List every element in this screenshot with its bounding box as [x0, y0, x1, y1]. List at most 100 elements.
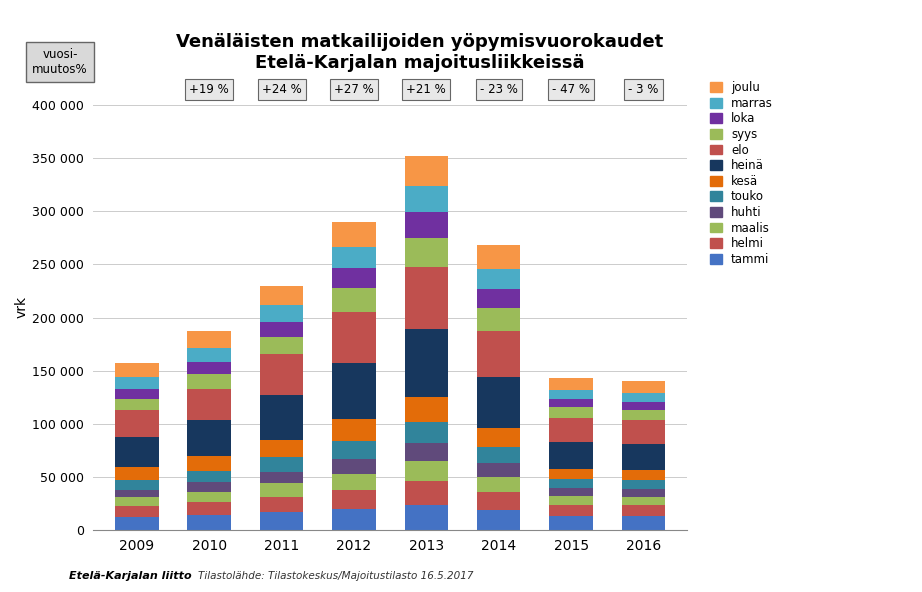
Bar — [332, 363, 375, 419]
Bar — [405, 156, 448, 186]
Bar — [187, 420, 230, 456]
Bar — [260, 440, 303, 457]
Bar — [477, 331, 520, 377]
Bar — [405, 461, 448, 481]
Bar — [405, 422, 448, 443]
Text: +27 %: +27 % — [334, 83, 373, 96]
Bar — [477, 246, 520, 269]
Bar — [621, 489, 665, 497]
Bar — [115, 467, 159, 480]
Bar — [115, 437, 159, 467]
Bar — [115, 517, 159, 530]
Text: +19 %: +19 % — [189, 83, 229, 96]
Bar — [405, 212, 448, 238]
Bar — [550, 398, 593, 407]
Bar — [477, 289, 520, 308]
Bar — [621, 497, 665, 506]
Bar — [260, 337, 303, 355]
Text: - 23 %: - 23 % — [479, 83, 517, 96]
Y-axis label: vrk: vrk — [15, 296, 29, 318]
Title: Venäläisten matkailijoiden yöpymisvuorokaudet
Etelä-Karjalan majoitusliikkeissä: Venäläisten matkailijoiden yöpymisvuorok… — [176, 33, 664, 72]
Bar — [260, 305, 303, 321]
Bar — [621, 506, 665, 516]
Bar — [477, 477, 520, 493]
Bar — [405, 481, 448, 504]
Bar — [187, 456, 230, 471]
Bar — [115, 490, 159, 497]
Bar — [405, 267, 448, 329]
Bar — [477, 510, 520, 530]
Bar — [115, 497, 159, 506]
Bar — [477, 447, 520, 464]
Bar — [621, 410, 665, 420]
Bar — [115, 480, 159, 490]
Bar — [187, 492, 230, 503]
Bar — [187, 374, 230, 389]
Bar — [260, 355, 303, 395]
Bar — [187, 503, 230, 515]
Bar — [260, 395, 303, 440]
Bar — [550, 390, 593, 398]
Bar — [332, 247, 375, 268]
Bar — [260, 497, 303, 512]
Legend: joulu, marras, loka, syys, elo, heinä, kesä, touko, huhti, maalis, helmi, tammi: joulu, marras, loka, syys, elo, heinä, k… — [710, 81, 773, 266]
Bar — [260, 286, 303, 305]
Bar — [187, 389, 230, 420]
Text: - 3 %: - 3 % — [628, 83, 658, 96]
Bar — [477, 308, 520, 331]
Bar — [260, 321, 303, 337]
Bar — [621, 516, 665, 530]
Bar — [550, 505, 593, 516]
Bar — [115, 377, 159, 389]
Bar — [550, 488, 593, 496]
Bar — [115, 389, 159, 398]
Bar — [332, 474, 375, 490]
Bar — [477, 464, 520, 477]
Text: +24 %: +24 % — [262, 83, 301, 96]
Bar — [621, 381, 665, 392]
Bar — [260, 457, 303, 471]
Bar — [550, 442, 593, 468]
Text: Tilastolähde: Tilastokeskus/Majoitustilasto 16.5.2017: Tilastolähde: Tilastokeskus/Majoitustila… — [198, 571, 474, 581]
Bar — [477, 428, 520, 447]
Bar — [621, 392, 665, 401]
Bar — [550, 407, 593, 419]
Bar — [405, 238, 448, 267]
Bar — [550, 480, 593, 488]
Text: vuosi-
muutos%: vuosi- muutos% — [32, 48, 88, 76]
Bar — [405, 504, 448, 530]
Bar — [405, 397, 448, 422]
Bar — [550, 378, 593, 390]
Bar — [477, 377, 520, 428]
Text: - 47 %: - 47 % — [552, 83, 590, 96]
Bar — [187, 471, 230, 482]
Bar — [115, 506, 159, 517]
Bar — [550, 468, 593, 480]
Text: Etelä-Karjalan liitto: Etelä-Karjalan liitto — [69, 571, 192, 581]
Bar — [477, 493, 520, 510]
Bar — [187, 515, 230, 530]
Bar — [187, 362, 230, 374]
Bar — [621, 443, 665, 470]
Bar — [115, 410, 159, 437]
Bar — [405, 329, 448, 397]
Bar — [477, 269, 520, 289]
Bar — [332, 288, 375, 312]
Bar — [260, 512, 303, 530]
Bar — [621, 480, 665, 489]
Bar — [332, 312, 375, 363]
Text: +21 %: +21 % — [407, 83, 446, 96]
Bar — [187, 332, 230, 348]
Bar — [621, 420, 665, 443]
Bar — [405, 443, 448, 461]
Bar — [332, 509, 375, 530]
Bar — [332, 441, 375, 459]
Bar — [187, 482, 230, 492]
Bar — [260, 471, 303, 483]
Bar — [405, 186, 448, 212]
Bar — [260, 483, 303, 497]
Bar — [115, 363, 159, 377]
Bar — [621, 470, 665, 480]
Bar — [332, 268, 375, 288]
Bar — [332, 459, 375, 474]
